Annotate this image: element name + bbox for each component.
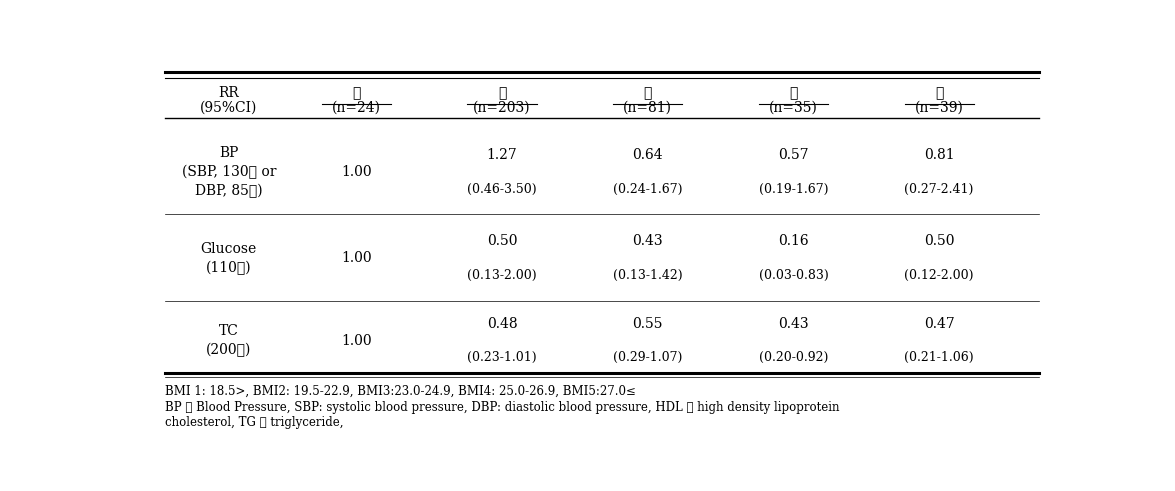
Text: (0.13-1.42): (0.13-1.42) (613, 269, 683, 282)
Text: (n=24): (n=24) (331, 101, 381, 115)
Text: Glucose: Glucose (201, 242, 257, 256)
Text: (0.13-2.00): (0.13-2.00) (468, 269, 537, 282)
Text: (n=203): (n=203) (474, 101, 531, 115)
Text: 가: 가 (352, 86, 361, 100)
Text: 나: 나 (498, 86, 506, 100)
Text: 마: 마 (935, 86, 944, 100)
Text: TC: TC (219, 324, 239, 338)
Text: BP: BP (220, 146, 239, 161)
Text: DBP, 85≧): DBP, 85≧) (195, 184, 263, 198)
Text: 0.43: 0.43 (778, 317, 808, 330)
Text: cholesterol, TG ： triglyceride,: cholesterol, TG ： triglyceride, (165, 416, 343, 429)
Text: 0.50: 0.50 (486, 234, 517, 248)
Text: (200≧): (200≧) (206, 343, 251, 357)
Text: (0.21-1.06): (0.21-1.06) (905, 351, 974, 364)
Text: (0.12-2.00): (0.12-2.00) (905, 269, 974, 282)
Text: (SBP, 130≧ or: (SBP, 130≧ or (182, 165, 276, 179)
Text: 0.81: 0.81 (924, 148, 954, 163)
Text: (0.46-3.50): (0.46-3.50) (468, 183, 537, 196)
Text: 라: 라 (790, 86, 798, 100)
Text: (0.03-0.83): (0.03-0.83) (759, 269, 828, 282)
Text: 0.16: 0.16 (778, 234, 808, 248)
Text: (n=39): (n=39) (914, 101, 963, 115)
Text: (95%CI): (95%CI) (200, 101, 257, 115)
Text: 1.27: 1.27 (486, 148, 517, 163)
Text: 0.43: 0.43 (632, 234, 663, 248)
Text: (110≧): (110≧) (206, 261, 251, 274)
Text: 1.00: 1.00 (341, 251, 371, 265)
Text: (0.27-2.41): (0.27-2.41) (905, 183, 974, 196)
Text: (0.24-1.67): (0.24-1.67) (613, 183, 683, 196)
Text: 1.00: 1.00 (341, 165, 371, 179)
Text: (0.19-1.67): (0.19-1.67) (759, 183, 828, 196)
Text: 다: 다 (644, 86, 652, 100)
Text: 1.00: 1.00 (341, 333, 371, 348)
Text: 0.55: 0.55 (632, 317, 663, 330)
Text: BP ： Blood Pressure, SBP: systolic blood pressure, DBP: diastolic blood pressure: BP ： Blood Pressure, SBP: systolic blood… (165, 401, 840, 414)
Text: BMI 1: 18.5>, BMI2: 19.5-22.9, BMI3:23.0-24.9, BMI4: 25.0-26.9, BMI5:27.0≤: BMI 1: 18.5>, BMI2: 19.5-22.9, BMI3:23.0… (165, 385, 636, 398)
Text: 0.48: 0.48 (486, 317, 517, 330)
Text: (n=81): (n=81) (623, 101, 672, 115)
Text: RR: RR (219, 86, 240, 100)
Text: 0.50: 0.50 (924, 234, 954, 248)
Text: (0.29-1.07): (0.29-1.07) (613, 351, 683, 364)
Text: (0.20-0.92): (0.20-0.92) (759, 351, 828, 364)
Text: (n=35): (n=35) (768, 101, 818, 115)
Text: 0.64: 0.64 (632, 148, 663, 163)
Text: 0.57: 0.57 (778, 148, 808, 163)
Text: (0.23-1.01): (0.23-1.01) (468, 351, 537, 364)
Text: 0.47: 0.47 (924, 317, 954, 330)
